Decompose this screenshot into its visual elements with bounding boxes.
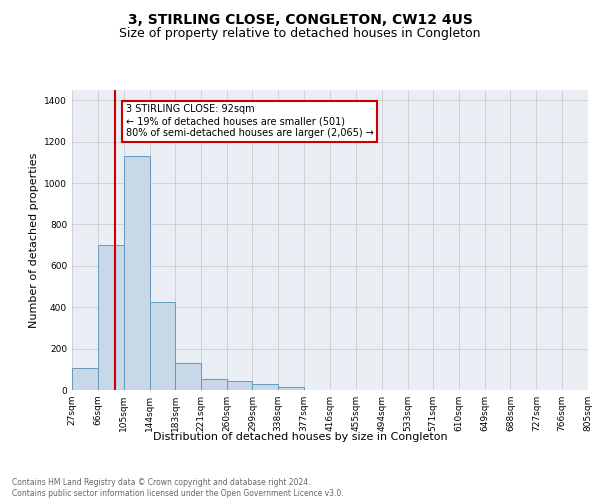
Bar <box>98 245 124 390</box>
Bar <box>253 384 278 390</box>
Text: 3, STIRLING CLOSE, CONGLETON, CW12 4US: 3, STIRLING CLOSE, CONGLETON, CW12 4US <box>128 12 472 26</box>
Text: Contains HM Land Registry data © Crown copyright and database right 2024.
Contai: Contains HM Land Registry data © Crown c… <box>12 478 344 498</box>
Text: 3 STIRLING CLOSE: 92sqm
← 19% of detached houses are smaller (501)
80% of semi-d: 3 STIRLING CLOSE: 92sqm ← 19% of detache… <box>126 104 374 138</box>
Text: Distribution of detached houses by size in Congleton: Distribution of detached houses by size … <box>152 432 448 442</box>
Text: Size of property relative to detached houses in Congleton: Size of property relative to detached ho… <box>119 28 481 40</box>
Bar <box>200 378 227 390</box>
Bar <box>149 302 175 390</box>
Y-axis label: Number of detached properties: Number of detached properties <box>29 152 38 328</box>
Bar <box>278 387 304 390</box>
Bar <box>175 363 200 390</box>
Bar <box>227 380 253 390</box>
Bar <box>124 156 149 390</box>
Bar <box>72 368 98 390</box>
